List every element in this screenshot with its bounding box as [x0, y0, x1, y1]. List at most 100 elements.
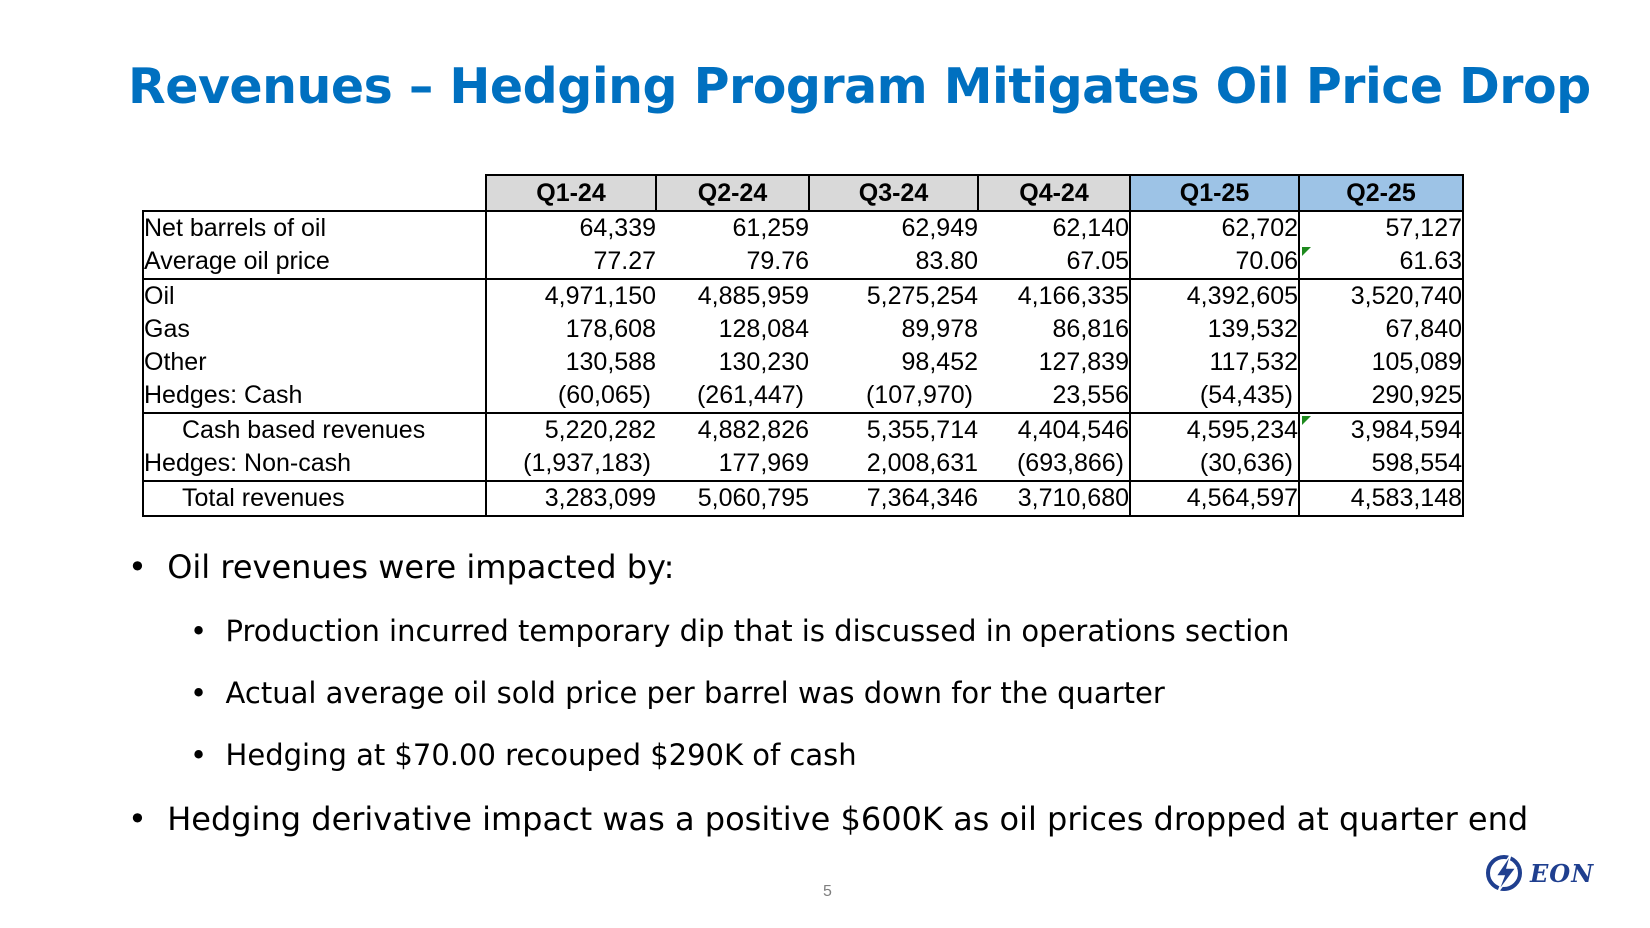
table-cell: 89,978 [901, 315, 978, 343]
bullet-item: • Hedging at $70.00 recouped $290K of ca… [190, 738, 857, 772]
bullet-item: • Oil revenues were impacted by: [128, 548, 674, 586]
header-q1-25: Q1-25 [1129, 174, 1300, 212]
table-cell: 3,283,099 [485, 481, 656, 517]
table-cell: 4,564,597 [1129, 481, 1299, 517]
table-cell: 7,364,346 [809, 481, 978, 517]
bullet-text: Hedging at $70.00 recouped $290K of cash [225, 738, 857, 772]
table-cell: 4,404,546 [1017, 416, 1129, 444]
bullet-item: • Production incurred temporary dip that… [190, 614, 1289, 648]
table-row: Gas 178,608 128,084 89,978 86,816 139,53… [142, 313, 1464, 346]
table-cell: (60,065) [485, 379, 656, 414]
table-cell: 79.76 [656, 245, 809, 280]
table-cell: 4,885,959 [697, 282, 809, 310]
bullet-text: Hedging derivative impact was a positive… [167, 800, 1529, 838]
row-label: Hedges: Cash [142, 379, 486, 414]
table-cell-with-comment: 61.63 [1298, 245, 1464, 280]
table-cell: 127,839 [1038, 348, 1129, 376]
slide-title: Revenues – Hedging Program Mitigates Oil… [128, 58, 1591, 115]
table-cell: 139,532 [1129, 313, 1299, 346]
header-q2-25: Q2-25 [1298, 174, 1464, 212]
table-cell: (693,866) [978, 447, 1130, 482]
row-label: Oil [142, 279, 486, 313]
bullet-text: Production incurred temporary dip that i… [225, 614, 1290, 648]
table-cell: (30,636) [1129, 447, 1299, 482]
table-cell: 62,702 [1129, 210, 1299, 245]
table-row: Hedges: Non-cash (1,937,183) 177,969 2,0… [142, 447, 1464, 482]
eon-logo: EON [1484, 852, 1594, 894]
table-cell: 4,392,605 [1129, 279, 1299, 313]
header-q4-24: Q4-24 [977, 174, 1131, 212]
table-row: Hedges: Cash (60,065) (261,447) (107,970… [142, 379, 1464, 414]
bullet-dot-icon: • [190, 738, 208, 772]
row-label: Total revenues [142, 481, 486, 517]
table-cell: 5,275,254 [866, 282, 978, 310]
row-label: Average oil price [142, 245, 486, 280]
table-cell: 5,220,282 [485, 413, 656, 447]
row-label: Gas [142, 313, 486, 346]
bullet-text: Oil revenues were impacted by: [167, 548, 675, 586]
table-cell: (107,970) [809, 379, 978, 414]
bullet-dot-icon: • [190, 676, 208, 710]
table-row: Other 130,588 130,230 98,452 127,839 117… [142, 346, 1464, 379]
row-label: Hedges: Non-cash [142, 447, 486, 482]
table-header-row: Q1-24 Q2-24 Q3-24 Q4-24 Q1-25 Q2-25 [143, 174, 1464, 212]
table-cell: 178,608 [485, 313, 656, 346]
table-cell: 98,452 [901, 348, 978, 376]
table-cell: (1,937,183) [485, 447, 656, 482]
table-row: Oil 4,971,150 4,885,959 5,275,254 4,166,… [142, 279, 1464, 313]
table-cell: (261,447) [656, 379, 809, 414]
lightning-bolt-icon [1486, 853, 1522, 893]
page-number: 5 [823, 883, 832, 900]
bullet-dot-icon: • [128, 800, 147, 838]
table-cell: 83.80 [809, 245, 978, 280]
table-cell: 117,532 [1129, 346, 1299, 379]
header-q3-24: Q3-24 [808, 174, 979, 212]
table-cell: 290,925 [1298, 379, 1464, 414]
table-cell: 67,840 [1298, 313, 1464, 346]
table-cell: 23,556 [978, 379, 1130, 414]
comment-marker-icon [1302, 416, 1311, 425]
table-cell: 67.05 [978, 245, 1130, 280]
table-cell: 5,355,714 [866, 416, 978, 444]
row-label: Net barrels of oil [142, 210, 486, 245]
table-cell: 62,949 [809, 210, 978, 245]
table-cell: 177,969 [656, 447, 809, 482]
table-cell: 2,008,631 [809, 447, 978, 482]
table-header-blank [143, 175, 486, 211]
table-cell: 57,127 [1298, 210, 1464, 245]
table-row: Total revenues 3,283,099 5,060,795 7,364… [142, 481, 1464, 517]
table-cell: 130,230 [718, 348, 809, 376]
table-cell: 4,595,234 [1129, 413, 1299, 447]
table-row: Average oil price 77.27 79.76 83.80 67.0… [142, 245, 1464, 280]
table-cell: 3,710,680 [978, 481, 1130, 517]
table-cell: 4,166,335 [1017, 282, 1129, 310]
comment-marker-icon [1302, 247, 1311, 256]
row-label: Cash based revenues [142, 413, 486, 447]
cell-value: 61.63 [1399, 247, 1462, 275]
table-cell-with-comment: 3,984,594 [1298, 413, 1464, 447]
header-q1-24: Q1-24 [485, 174, 657, 212]
table-cell: 86,816 [1052, 315, 1129, 343]
bullet-dot-icon: • [190, 614, 208, 648]
revenue-table: Q1-24 Q2-24 Q3-24 Q4-24 Q1-25 Q2-25 Net … [142, 174, 1464, 517]
table-cell: 4,971,150 [485, 279, 656, 313]
table-cell: 105,089 [1298, 346, 1464, 379]
table-cell: 3,520,740 [1298, 279, 1464, 313]
bullet-item: • Hedging derivative impact was a positi… [128, 800, 1528, 838]
table-cell: 5,060,795 [656, 481, 809, 517]
table-cell: (54,435) [1129, 379, 1299, 414]
table-cell: 77.27 [485, 245, 656, 280]
table-cell: 70.06 [1129, 245, 1299, 280]
table-cell: 62,140 [978, 210, 1130, 245]
table-cell: 64,339 [485, 210, 656, 245]
bullet-dot-icon: • [128, 548, 147, 586]
table-cell: 61,259 [656, 210, 809, 245]
table-cell: 4,882,826 [697, 416, 809, 444]
table-cell: 128,084 [718, 315, 809, 343]
logo-text: EON [1530, 858, 1595, 888]
table-row: Cash based revenues 5,220,282 4,882,826 … [142, 413, 1464, 447]
bullet-text: Actual average oil sold price per barrel… [225, 676, 1165, 710]
row-label: Other [142, 346, 486, 379]
table-cell: 130,588 [485, 346, 656, 379]
header-q2-24: Q2-24 [655, 174, 810, 212]
